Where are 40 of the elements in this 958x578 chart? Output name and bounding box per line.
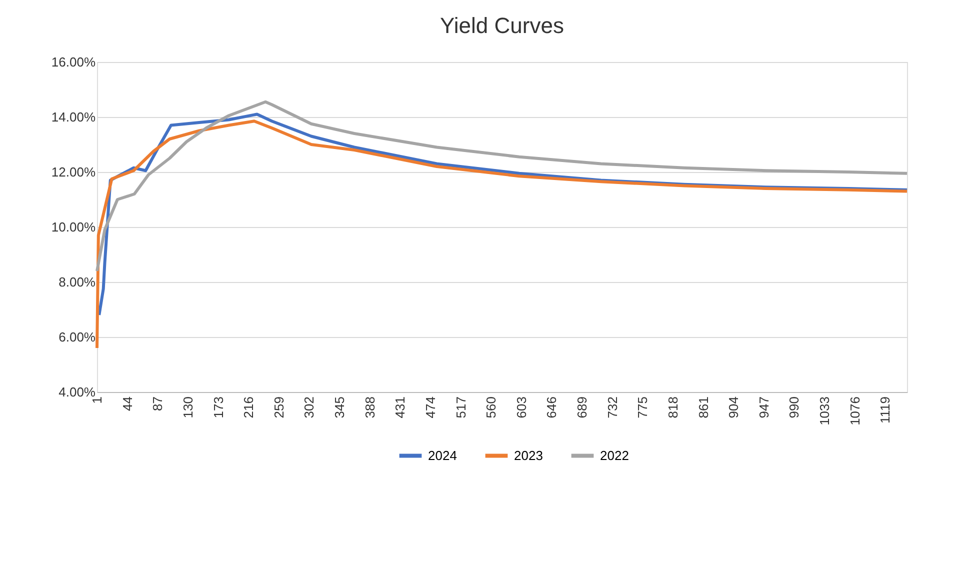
x-tick-label: 732 (604, 396, 620, 418)
x-tick-label: 947 (756, 396, 772, 418)
x-tick-label: 861 (696, 396, 711, 418)
x-tick-label: 259 (271, 396, 286, 418)
x-tick-label: 818 (665, 396, 680, 418)
x-tick-label: 646 (544, 396, 560, 418)
x-tick-label: 216 (241, 396, 256, 418)
y-tick-label: 12.00% (51, 164, 96, 180)
x-tick-label: 474 (422, 396, 438, 418)
x-tick-label: 603 (514, 396, 529, 418)
line-series (96, 100, 908, 272)
x-tick-label: 388 (362, 396, 378, 418)
x-tick-label: 689 (574, 396, 590, 418)
x-tick-label: 560 (484, 396, 499, 418)
x-tick-label: 517 (453, 396, 468, 418)
y-tick-label: 8.00% (58, 274, 96, 290)
x-tick-label: 990 (786, 396, 802, 418)
x-tick-label: 302 (302, 396, 317, 418)
legend-label: 2024 (428, 448, 457, 463)
y-tick-label: 14.00% (51, 110, 96, 124)
legend-label: 2022 (600, 448, 629, 463)
x-tick-label: 87 (150, 396, 166, 411)
y-tick-label: 4.00% (58, 384, 96, 400)
chart-title: Yield Curves (440, 13, 564, 38)
x-tick-label: 1076 (847, 396, 862, 426)
y-tick-label: 6.00% (58, 330, 96, 344)
line-series (96, 120, 908, 350)
x-tick-label: 44 (120, 396, 135, 411)
x-tick-label: 904 (726, 396, 742, 418)
legend-label: 2023 (514, 448, 543, 463)
x-tick-label: 431 (392, 396, 408, 418)
x-tick-label: 345 (332, 396, 348, 418)
x-tick-label: 1033 (817, 396, 832, 426)
x-tick-label: 1 (90, 396, 104, 404)
x-tick-label: 775 (635, 396, 650, 418)
x-tick-label: 130 (180, 396, 196, 418)
y-tick-label: 10.00% (51, 220, 96, 234)
x-tick-label: 173 (210, 396, 226, 418)
y-tick-label: 16.00% (51, 54, 96, 70)
x-tick-label: 1119 (878, 396, 893, 424)
